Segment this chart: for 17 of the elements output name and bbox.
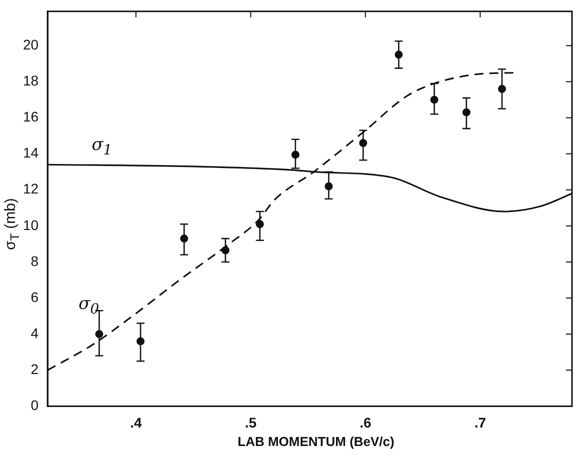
y-tick-label: 4	[30, 324, 39, 341]
y-tick-label: 2	[30, 361, 39, 378]
y-tick-label: 20	[22, 36, 39, 53]
x-axis-title: LAB MOMENTUM (BeV/c)	[236, 434, 396, 449]
y-tick-label: 16	[22, 108, 39, 125]
y-tick-label: 14	[22, 144, 39, 161]
x-tick-label: .6	[360, 414, 372, 430]
x-tick-label: .4	[130, 414, 142, 430]
x-tick-label: .7	[474, 414, 486, 430]
series-label: σ$_{1}$	[92, 134, 112, 158]
y-tick-label: 12	[22, 180, 39, 197]
y-tick-label: 6	[30, 288, 39, 305]
y-tick-label: 0	[30, 397, 39, 414]
x-tick-label: .5	[244, 414, 257, 430]
y-tick-label: 18	[22, 72, 39, 89]
y-tick-label: 8	[30, 252, 39, 269]
y-tick-label: 10	[22, 216, 39, 233]
